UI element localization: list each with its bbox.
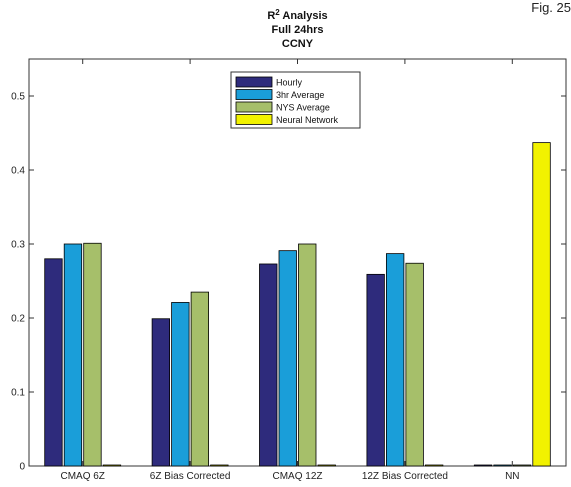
- bar-3-5: [512, 464, 532, 467]
- bars-group: [44, 142, 551, 467]
- x-tick-label: CMAQ 6Z: [60, 471, 104, 482]
- x-tick-label: 12Z Bias Corrected: [362, 471, 448, 482]
- bar-2-4: [385, 253, 405, 467]
- legend-swatch: [235, 76, 273, 88]
- legend-label: 3hr Average: [276, 90, 324, 100]
- bar-3-4: [405, 262, 424, 467]
- x-axis: CMAQ 6Z 6Z Bias Corrected CMAQ 12Z 12Z Bias…: [60, 59, 520, 482]
- y-axis: 0 0.1 0.2 0.3 0.4 0.5: [11, 92, 566, 473]
- legend-swatch: [235, 114, 273, 125]
- legend-label: Neural Network: [276, 115, 339, 125]
- y-tick-label: 0.3: [11, 240, 25, 251]
- chart-title-rest: Analysis: [280, 10, 328, 22]
- bar-2-5: [493, 464, 512, 467]
- bar-1-5: [473, 464, 493, 467]
- bar-4-4: [424, 464, 444, 467]
- bar-2-3: [278, 250, 297, 467]
- bar-4-5: [532, 142, 551, 467]
- legend-label: NYS Average: [276, 103, 330, 113]
- bar-2-2: [171, 302, 190, 467]
- bar-1-3: [259, 263, 278, 467]
- legend-swatch: [235, 89, 273, 100]
- bar-1-1: [44, 258, 63, 467]
- chart-subtitle-line-2: CCNY: [282, 38, 314, 50]
- bar-3-1: [83, 242, 102, 467]
- bar-4-2: [210, 464, 229, 467]
- bar-4-3: [317, 464, 336, 467]
- x-tick-label: CMAQ 12Z: [272, 471, 322, 482]
- y-tick-label: 0.5: [11, 92, 25, 103]
- chart-title-superscript: 2: [275, 8, 280, 17]
- y-tick-label: 0.1: [11, 388, 25, 399]
- legend: Hourly 3hr Average NYS Average Neural Netwo…: [230, 71, 361, 129]
- bar-3-3: [298, 243, 317, 467]
- chart-title: R2 Analysis: [267, 8, 327, 22]
- bar-4-1: [102, 464, 122, 467]
- bar-1-2: [151, 318, 171, 467]
- chart-title-main: R: [267, 10, 275, 22]
- chart-subtitle-line-1: Full 24hrs: [272, 24, 324, 36]
- legend-label: Hourly: [276, 78, 303, 88]
- bar-3-2: [190, 291, 210, 467]
- x-tick-label: 6Z Bias Corrected: [150, 471, 231, 482]
- figure-label: Fig. 25: [531, 0, 571, 15]
- x-tick-label: NN: [505, 471, 519, 482]
- bar-2-1: [63, 243, 83, 467]
- bar-1-4: [366, 273, 385, 467]
- y-tick-label: 0.2: [11, 314, 25, 325]
- y-tick-label: 0: [19, 462, 25, 473]
- legend-swatch: [235, 101, 273, 113]
- y-tick-label: 0.4: [11, 166, 25, 177]
